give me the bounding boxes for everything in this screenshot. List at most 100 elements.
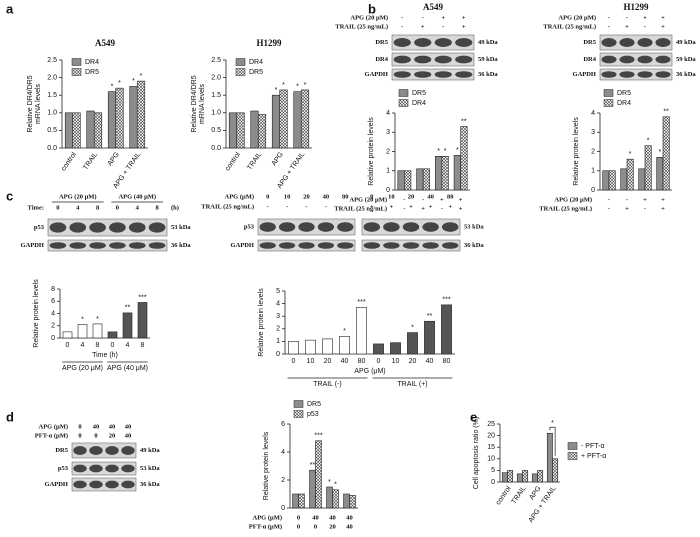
lane-label: +: [462, 23, 466, 30]
blot-band: [434, 38, 452, 47]
size-label: 36 kDa: [676, 71, 696, 78]
bar: [72, 112, 81, 149]
blot-membrane: [391, 68, 475, 81]
condition-value: 40: [346, 514, 353, 521]
y-tick-label: 3: [386, 129, 390, 136]
y-tick-label: 1: [591, 168, 595, 175]
header-label: APG (20 μM): [350, 14, 388, 21]
bar: [271, 94, 281, 149]
row-label: p53: [58, 465, 69, 472]
header-label: Time:: [28, 204, 45, 211]
bar: [356, 307, 367, 355]
significance: *: [304, 82, 307, 89]
significance: *: [132, 78, 135, 85]
blot-band: [49, 242, 67, 249]
y-axis-label: Cell apoptosis ratio (%): [473, 417, 480, 489]
group-label: TRAIL (+): [397, 381, 427, 388]
blot-band: [383, 222, 400, 232]
condition-value: 0: [297, 514, 300, 521]
blot-band: [73, 480, 87, 489]
row-label: DR4: [375, 56, 388, 63]
bar: [441, 156, 449, 191]
bar: [292, 493, 299, 509]
lane-label: 20: [303, 193, 310, 200]
condition-value: -: [403, 205, 405, 212]
blot-band: [601, 55, 617, 64]
legend-label: DR4: [249, 59, 263, 66]
significance: *: [111, 84, 114, 91]
x-tick-label: 8: [141, 342, 145, 349]
lane-label: 40: [125, 432, 132, 439]
blot-membrane: [71, 442, 137, 459]
blot-band: [655, 71, 671, 78]
y-tick-label: 4: [591, 110, 595, 117]
blot-band: [89, 446, 103, 455]
legend-label: DR5: [617, 90, 631, 97]
y-tick-label: 4: [386, 110, 390, 117]
bar: [404, 170, 412, 191]
blot-band: [393, 38, 411, 47]
legend-swatch: [235, 58, 246, 66]
lane-label: 10: [388, 193, 395, 200]
condition-value: 40: [312, 514, 319, 521]
row-label: DR4: [583, 56, 596, 63]
bar: [322, 338, 333, 355]
panel-label: b: [368, 1, 376, 16]
bar: [373, 343, 384, 355]
y-tick-label: 8: [51, 286, 55, 293]
blot-band: [637, 55, 653, 64]
lane-label: +: [409, 203, 413, 210]
y-tick-label: 2: [386, 148, 390, 155]
significance: **: [125, 305, 131, 312]
x-tick-label: control: [495, 485, 513, 507]
significance: **: [663, 109, 669, 116]
bar: [501, 472, 508, 483]
lane-label: 40: [125, 423, 132, 430]
lane-label: +: [448, 203, 452, 210]
significance: *: [551, 420, 554, 427]
y-tick-label: 0.5: [211, 127, 221, 134]
y-tick-label: 2.5: [47, 57, 57, 64]
bar: [107, 91, 117, 149]
legend-label: p53: [307, 411, 319, 418]
significance: **: [461, 118, 467, 125]
significance: ***: [314, 433, 322, 440]
bar: [441, 304, 452, 355]
x-tick-label: 10: [307, 358, 315, 365]
y-axis-label: Relative protein levels: [258, 288, 265, 357]
y-tick-label: 2: [51, 323, 55, 330]
blot-membrane: [599, 52, 673, 67]
y-axis-label: mRNA levels: [199, 83, 206, 124]
bar: [315, 440, 322, 509]
group-label: TRAIL (-): [313, 381, 342, 388]
blot-membrane: [391, 52, 475, 67]
bar: [107, 331, 118, 339]
bar: [349, 495, 356, 509]
lane-label: -: [608, 23, 610, 30]
blot-band: [89, 222, 106, 233]
y-tick-label: 2.5: [211, 57, 221, 64]
y-tick-label: 15: [487, 444, 495, 451]
y-tick-label: 2: [276, 326, 280, 333]
lane-label: 8: [155, 204, 159, 211]
legend-label: - PFT-α: [581, 443, 605, 450]
blot-band: [73, 446, 87, 455]
y-tick-label: 0: [386, 187, 390, 194]
significance: *: [328, 479, 331, 486]
condition-value: +: [459, 196, 463, 203]
lane-label: +: [661, 14, 665, 21]
bar: [77, 324, 88, 339]
legend-swatch: [567, 452, 578, 460]
bar: [137, 302, 148, 339]
bar: [407, 332, 418, 355]
bar: [397, 170, 405, 191]
blot-band: [148, 222, 166, 233]
lane-label: +: [441, 14, 445, 21]
blot-band: [259, 242, 276, 249]
legend-swatch: [71, 58, 82, 66]
y-tick-label: 1: [386, 168, 390, 175]
y-tick-label: 2: [281, 477, 285, 484]
bar: [293, 91, 302, 149]
condition-value: 40: [346, 523, 353, 530]
lane-label: 0: [370, 193, 373, 200]
